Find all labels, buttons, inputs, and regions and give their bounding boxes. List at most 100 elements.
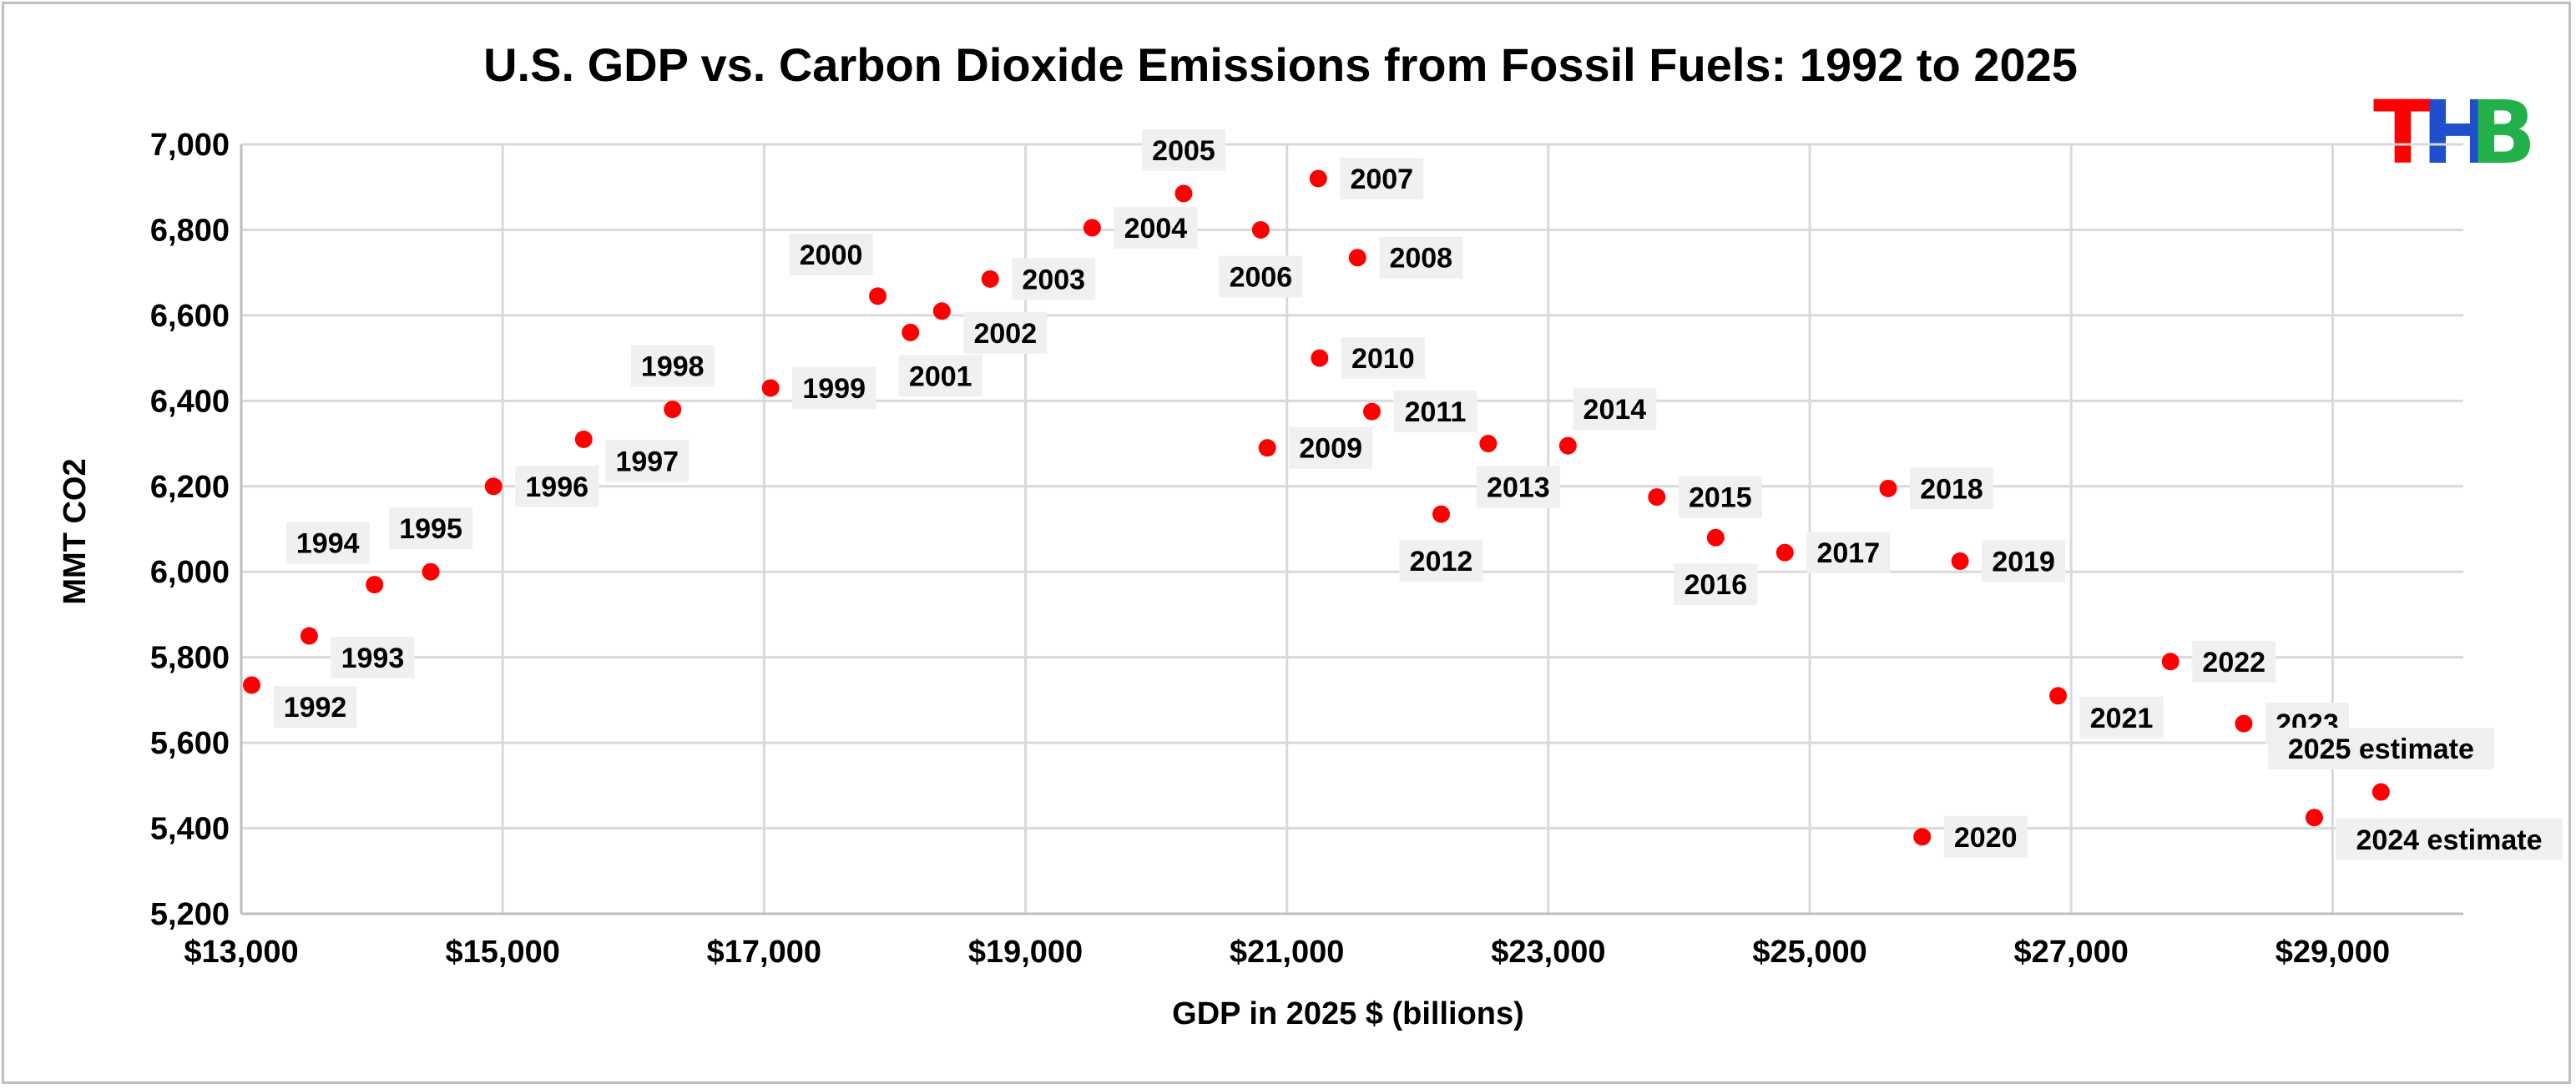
x-tick-label: $27,000 [2014,935,2129,970]
chart-title: U.S. GDP vs. Carbon Dioxide Emissions fr… [483,38,2078,91]
point-label: 2009 [1299,433,1362,465]
data-point [2371,783,2390,801]
x-tick-label: $23,000 [1491,935,1605,970]
point-label: 1995 [399,513,462,545]
x-axis-ticks: $13,000 $15,000 $17,000 $19,000 $21,000 $23,0… [184,935,2390,970]
point-label: 2008 [1389,243,1452,275]
point-label: 1992 [284,692,347,723]
x-tick-label: $25,000 [1752,935,1866,970]
data-point [1479,435,1498,453]
label-box [1674,563,1758,606]
data-point [1558,436,1577,455]
label-box [285,522,370,564]
data-point [664,401,682,419]
point-label: 2012 [1410,546,1473,577]
point-label: 1993 [341,643,405,674]
data-point [1951,552,1969,570]
data-point [1258,439,1276,457]
data-point [1311,349,1329,367]
y-tick-label: 6,200 [150,470,230,505]
label-box [1142,129,1226,171]
label-box [1114,206,1198,249]
point-label: 2001 [909,360,972,392]
point-label: 2014 [1583,394,1647,426]
data-point [1348,249,1366,267]
data-point [1775,543,1794,562]
point-label: 1996 [525,471,588,503]
data-point [902,323,920,341]
data-point [1648,488,1666,507]
data-point [243,676,261,694]
point-label: 2005 [1152,135,1215,167]
label-box [1982,540,2066,582]
point-labels: 1992 1993 1994 1995 1996 1997 1998 1999 2000 2001… [273,129,2563,860]
point-label: 2024 estimate [2356,824,2542,856]
label-box [1012,258,1096,300]
point-label: 1997 [615,446,679,477]
label-box [792,366,876,409]
label-box [789,233,873,275]
label-box [389,507,473,550]
label-box [2336,818,2563,860]
data-point [1251,220,1270,239]
x-tick-label: $19,000 [968,935,1083,970]
data-point [1432,505,1450,523]
label-box [1943,815,2028,858]
label-box [2079,696,2164,739]
logo-letter: T [2373,82,2432,184]
point-label: 1999 [802,373,866,405]
x-tick-label: $15,000 [445,935,559,970]
point-label: 2010 [1351,343,1415,375]
point-label: 2002 [973,318,1037,350]
label-box [1399,540,1483,582]
y-tick-label: 5,400 [150,812,230,847]
label-box [1341,337,1425,380]
chart: U.S. GDP vs. Carbon Dioxide Emissions fr… [58,38,2563,1031]
label-box [1393,391,1477,433]
label-box [1910,467,1994,510]
label-box [2267,728,2494,770]
data-point [1362,402,1381,421]
point-label: 1998 [641,351,705,383]
data-point [2235,714,2253,733]
data-point [422,562,440,581]
data-point [2305,809,2323,827]
x-tick-label: $13,000 [184,935,298,970]
point-label: 2011 [1405,396,1467,428]
label-box [630,345,715,387]
point-label: 2021 [2090,703,2154,734]
y-axis-ticks: 5,200 5,400 5,600 5,800 6,000 6,200 6,400 6,600… [150,128,230,932]
label-box [273,685,357,728]
point-label: 2025 estimate [2288,734,2474,765]
y-tick-label: 6,800 [150,213,230,248]
label-box [898,355,982,397]
label-box [1219,255,1303,298]
point-label: 2016 [1684,569,1747,601]
axes [240,144,2463,915]
y-tick-label: 6,600 [150,299,230,334]
data-point [1174,184,1193,203]
point-label: 2000 [800,239,863,271]
data-point [981,270,999,288]
point-label: 2020 [1954,822,2018,854]
point-label: 2019 [1992,546,2055,577]
point-label: 2018 [1920,473,1983,505]
data-point [484,477,503,496]
point-label: 2013 [1487,472,1550,504]
point-label: 2022 [2202,647,2265,678]
x-tick-label: $29,000 [2275,935,2390,970]
data-point [1913,828,1932,846]
label-box [515,465,599,507]
point-label: 1994 [296,528,360,560]
label-box [1379,236,1463,279]
point-label: 2007 [1350,164,1413,195]
label-box [1806,532,1891,574]
point-label: 2004 [1124,213,1188,245]
data-point [1706,528,1725,547]
x-tick-label: $17,000 [707,935,821,970]
data-point [1309,169,1327,188]
label-box [1476,466,1560,508]
label-box [605,440,689,482]
y-axis-label: MMT CO2 [58,458,93,604]
data-point [2161,653,2179,671]
